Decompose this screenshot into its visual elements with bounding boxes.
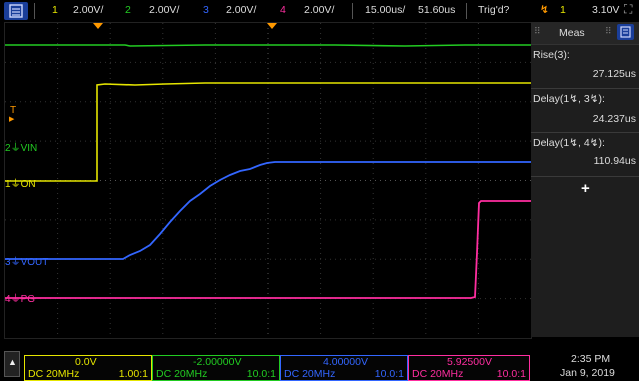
- measurement-panel-title: Meas: [559, 27, 585, 39]
- panel-menu-icon: [620, 26, 631, 38]
- ch4-marker-label: PG: [20, 294, 36, 305]
- measurement-value: 110.94us: [593, 155, 636, 167]
- ch1-ground-marker[interactable]: 1⏚ON: [5, 175, 36, 190]
- ground-icon: ⏚: [10, 294, 21, 305]
- clock-date: Jan 9, 2019: [560, 367, 615, 379]
- ch1-marker-number: 1: [5, 179, 11, 190]
- waveforms: [5, 23, 531, 299]
- measurement-label: Delay(1↯, 4↯):: [533, 137, 605, 149]
- trigger-source[interactable]: 1: [560, 4, 566, 16]
- ch1-number[interactable]: 1: [52, 4, 58, 16]
- fullscreen-icon[interactable]: ⛶: [624, 2, 633, 16]
- ground-icon: ⏚: [10, 143, 21, 154]
- trigger-edge-icon: ↯: [540, 4, 549, 16]
- ch4-number[interactable]: 4: [280, 4, 286, 16]
- trigger-level-marker[interactable]: T: [10, 105, 17, 116]
- top-status-bar: 1 2.00V/ 2 2.00V/ 3 2.00V/ 4 2.00V/ 15.0…: [0, 0, 639, 22]
- ch2-offset: -2.00000V: [193, 356, 242, 368]
- panel-menu-button[interactable]: [617, 24, 634, 40]
- ch4-scale[interactable]: 2.00V/: [304, 4, 335, 16]
- ch1-offset: 0.0V: [75, 356, 97, 368]
- ch2-probe: 10.0:1: [246, 368, 276, 380]
- timebase-value[interactable]: 15.00us/: [365, 4, 406, 16]
- add-measurement-button[interactable]: +: [581, 180, 590, 197]
- ch4-marker-number: 4: [5, 294, 11, 305]
- ch2-marker-label: VIN: [20, 143, 38, 154]
- menu-icon: [9, 4, 23, 18]
- ch4-coupling: DC 20MHz: [412, 368, 464, 380]
- ch3-waveform: [5, 161, 531, 260]
- measurement-label: Delay(1↯, 3↯):: [533, 93, 605, 105]
- measurement-item[interactable]: Delay(1↯, 4↯): 110.94us: [531, 132, 639, 177]
- trigger-level[interactable]: 3.10V: [592, 4, 620, 16]
- ch2-ground-marker[interactable]: 2⏚VIN: [5, 139, 37, 154]
- ch4-probe: 10.0:1: [496, 368, 526, 380]
- ch1-coupling: DC 20MHz: [28, 368, 80, 380]
- measurement-value: 24.237us: [592, 113, 636, 125]
- ch3-marker-number: 3: [5, 257, 11, 268]
- drag-handle-icon[interactable]: ⠿: [534, 26, 541, 36]
- waveform-display[interactable]: T ▶ 2⏚VIN 1⏚ON 3⏚VOUT 4⏚PG: [4, 22, 532, 339]
- ch2-waveform: [5, 44, 531, 47]
- up-arrow-icon: ▲: [8, 357, 17, 367]
- measurement-item[interactable]: Rise(3): 27.125us: [531, 46, 639, 89]
- ch2-settings[interactable]: -2.00000V DC 20MHz 10.0:1: [152, 355, 280, 381]
- ch3-number[interactable]: 3: [203, 4, 209, 16]
- ch3-offset: 4.00000V: [323, 356, 368, 368]
- ch3-probe: 10.0:1: [374, 368, 404, 380]
- ch1-scale[interactable]: 2.00V/: [73, 4, 104, 16]
- menu-button[interactable]: [4, 2, 28, 20]
- measurement-panel: ⠿ Meas ⠿ Rise(3): 27.125us Delay(1↯, 3↯)…: [531, 22, 639, 337]
- ch4-waveform: [5, 200, 531, 299]
- ch2-number[interactable]: 2: [125, 4, 131, 16]
- measurement-label: Rise(3):: [533, 49, 570, 61]
- ground-icon: ⏚: [10, 257, 21, 268]
- trigger-status: Trig'd?: [478, 4, 510, 16]
- ch2-marker-number: 2: [5, 143, 11, 154]
- channel-settings-bar: ▲ 0.0V DC 20MHz 1.00:1 -2.00000V DC 20MH…: [0, 340, 639, 381]
- ch3-settings[interactable]: 4.00000V DC 20MHz 10.0:1: [280, 355, 408, 381]
- ch3-marker-label: VOUT: [20, 257, 49, 268]
- ch2-coupling: DC 20MHz: [156, 368, 208, 380]
- ch1-probe: 1.00:1: [118, 368, 148, 380]
- drag-handle-icon[interactable]: ⠿: [605, 26, 612, 36]
- ch3-scale[interactable]: 2.00V/: [226, 4, 257, 16]
- clock-time: 2:35 PM: [571, 353, 611, 365]
- measurement-panel-header: ⠿ Meas ⠿: [531, 22, 639, 45]
- delay-value[interactable]: 51.60us: [418, 4, 456, 16]
- ch3-coupling: DC 20MHz: [284, 368, 336, 380]
- ch1-settings[interactable]: 0.0V DC 20MHz 1.00:1: [24, 355, 152, 381]
- trigger-position-marker: [93, 23, 103, 29]
- trigger-level-arrow-icon: ▶: [9, 116, 15, 123]
- ch1-marker-label: ON: [20, 179, 36, 190]
- ch1-waveform: [5, 82, 531, 182]
- delay-reference-marker: [267, 23, 277, 29]
- ch4-ground-marker[interactable]: 4⏚PG: [5, 290, 35, 305]
- ground-icon: ⏚: [10, 179, 21, 190]
- measurement-item[interactable]: Delay(1↯, 3↯): 24.237us: [531, 88, 639, 133]
- ch4-settings[interactable]: 5.92500V DC 20MHz 10.0:1: [408, 355, 530, 381]
- ch2-scale[interactable]: 2.00V/: [149, 4, 180, 16]
- expand-button[interactable]: ▲: [4, 351, 20, 377]
- ch4-offset: 5.92500V: [447, 356, 492, 368]
- ch3-ground-marker[interactable]: 3⏚VOUT: [5, 253, 48, 268]
- measurement-value: 27.125us: [592, 68, 636, 80]
